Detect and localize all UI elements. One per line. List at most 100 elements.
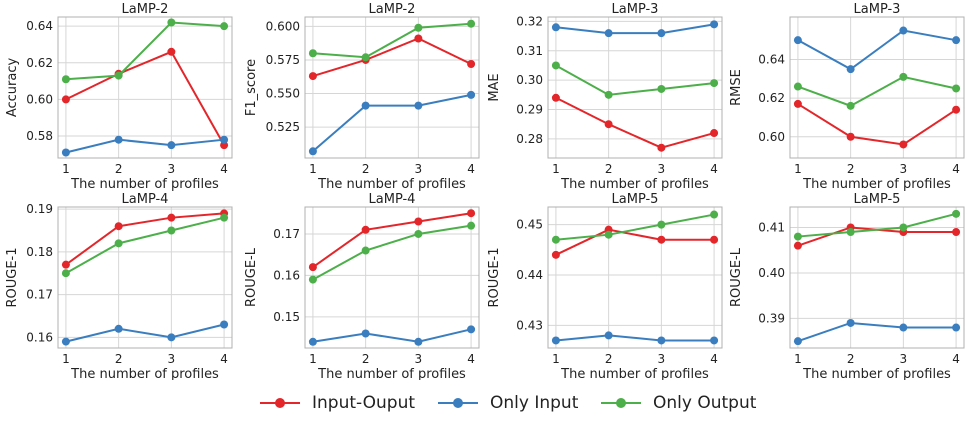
chart-8-title: LaMP-5 xyxy=(854,192,901,207)
chart-7-series-only-input-point xyxy=(604,331,613,340)
chart-7-xtick: 1 xyxy=(552,352,560,366)
chart-5-ytick: 0.19 xyxy=(26,202,53,216)
chart-8-series-input-ouput-point xyxy=(952,228,961,237)
chart-5-ylabel: ROUGE-1 xyxy=(5,247,20,307)
chart-4-series-input-ouput-point xyxy=(952,105,961,114)
chart-3-series-only-output-point xyxy=(551,61,560,70)
chart-3-xtick: 3 xyxy=(658,162,666,176)
chart-7-xtick: 4 xyxy=(710,352,718,366)
chart-7-ytick: 0.43 xyxy=(516,318,543,332)
chart-5-series-only-output-point xyxy=(114,239,123,248)
chart-5-series-only-output-point xyxy=(167,226,176,235)
chart-2-xtick: 4 xyxy=(467,162,475,176)
chart-3-ylabel: MAE xyxy=(487,73,502,101)
chart-4-series-input-ouput-line xyxy=(797,103,957,146)
chart-4-xtick: 2 xyxy=(847,162,855,176)
chart-4-ylabel: RMSE xyxy=(729,69,744,106)
chart-6: LaMP-4 1 2 3 4 0.15 0.16 0.17 The number of prof… xyxy=(244,192,480,380)
chart-5-series-input-ouput-line xyxy=(65,212,225,266)
chart-6-series-input-ouput-point xyxy=(467,209,476,218)
chart-5-series-only-output-line xyxy=(65,216,225,275)
chart-4-xtick: 4 xyxy=(952,162,960,176)
chart-8-series-only-input-line xyxy=(797,321,957,343)
legend-item-only-output: Only Output xyxy=(601,392,756,414)
chart-6-series-only-input-point xyxy=(414,337,423,346)
chart-4-xtick: 1 xyxy=(794,162,802,176)
chart-8-series-only-input-point xyxy=(899,323,908,332)
chart-1-series-input-ouput-point xyxy=(220,141,229,150)
chart-5-xtick: 3 xyxy=(168,352,176,366)
chart-2-series-only-input-point xyxy=(361,101,370,110)
chart-2-series-input-ouput-point xyxy=(308,72,317,81)
chart-3-series-only-input-point xyxy=(657,29,666,38)
chart-7-series-only-input-line xyxy=(555,334,715,342)
chart-7-ytick: 0.45 xyxy=(516,218,543,232)
chart-6-ytick: 0.17 xyxy=(273,227,300,241)
chart-2: LaMP-2 1 2 3 4 0.525 0.550 0.575 0.600 The number… xyxy=(244,2,480,192)
chart-6-xlabel: The number of profiles xyxy=(317,367,466,380)
chart-5-series-only-input-point xyxy=(61,337,70,346)
chart-6-series-input-ouput-point xyxy=(308,263,317,272)
chart-2-ytick: 0.525 xyxy=(266,120,300,134)
chart-1-series-only-output-line xyxy=(65,21,225,81)
chart-6-xtick: 2 xyxy=(362,352,370,366)
chart-8-series-only-output-point xyxy=(899,223,908,232)
chart-5-series-only-output-point xyxy=(220,213,229,222)
chart-6-series-only-output-point xyxy=(467,221,476,230)
chart-7-frame xyxy=(547,206,723,349)
chart-1-xlabel: The number of profiles xyxy=(70,177,219,192)
chart-1-ytick: 0.60 xyxy=(26,92,53,106)
legend-swatch-input-output xyxy=(260,398,300,408)
legend-item-only-input: Only Input xyxy=(438,392,578,414)
chart-5-title: LaMP-4 xyxy=(122,192,169,207)
legend-swatch-only-output xyxy=(601,398,641,408)
chart-1-frame xyxy=(57,16,233,159)
chart-1-series-only-output-point xyxy=(61,75,70,84)
chart-3: LaMP-3 1 2 3 4 0.28 0.29 0.30 0.31 0.32 The number… xyxy=(487,2,723,192)
chart-5-series-input-ouput-point xyxy=(114,222,123,231)
chart-8-ytick: 0.41 xyxy=(758,220,785,234)
chart-4-series-only-input-point xyxy=(846,65,855,74)
chart-1-series-input-ouput-point xyxy=(167,47,176,56)
chart-8-xtick: 3 xyxy=(900,352,908,366)
chart-3-ytick: 0.30 xyxy=(516,73,543,87)
chart-1-xtick: 2 xyxy=(115,162,123,176)
chart-6-series-input-ouput-point xyxy=(361,225,370,234)
chart-1-xtick: 4 xyxy=(220,162,228,176)
chart-2-series-only-output-point xyxy=(414,23,423,32)
chart-3-series-only-input-line xyxy=(555,23,715,35)
chart-6-series-only-input-point xyxy=(308,337,317,346)
chart-7-series-only-output-point xyxy=(604,230,613,239)
chart-4-xtick: 3 xyxy=(900,162,908,176)
chart-6-series-only-input-point xyxy=(361,329,370,338)
chart-8: LaMP-5 1 2 3 4 0.39 0.40 0.41 The number of prof… xyxy=(729,192,965,380)
chart-5-ytick: 0.17 xyxy=(26,288,53,302)
chart-2-series-only-output-point xyxy=(467,19,476,28)
chart-1-series-only-input-line xyxy=(65,138,225,154)
chart-1: LaMP-2 1 2 3 4 0.58 0.60 0.62 0.64 The number of … xyxy=(5,2,233,192)
chart-8-series-only-output-line xyxy=(797,212,957,238)
chart-2-series-only-output-point xyxy=(361,53,370,62)
chart-6-xtick: 3 xyxy=(415,352,423,366)
chart-3-series-only-output-line xyxy=(555,64,715,96)
chart-5-series-only-input-point xyxy=(220,320,229,329)
chart-2-series-only-input-point xyxy=(308,147,317,156)
chart-1-ytick: 0.58 xyxy=(26,129,53,143)
chart-3-series-only-input-point xyxy=(710,20,719,29)
legend-label-input-output: Input-Ouput xyxy=(312,393,416,413)
chart-7-title: LaMP-5 xyxy=(612,192,659,207)
chart-6-series-input-ouput-line xyxy=(312,212,472,268)
chart-6-ytick: 0.15 xyxy=(273,310,300,324)
chart-7-xtick: 2 xyxy=(605,352,613,366)
chart-4-series-input-ouput-point xyxy=(793,99,802,108)
chart-6-ylabel: ROUGE-L xyxy=(244,247,259,307)
chart-7-series-only-input-point xyxy=(551,336,560,345)
chart-3-series-input-ouput-line xyxy=(555,96,715,149)
chart-8-series-only-output-point xyxy=(846,228,855,237)
chart-2-ylabel: F1_score xyxy=(244,59,259,116)
chart-7-xlabel: The number of profiles xyxy=(560,367,709,380)
chart-5-series-only-input-line xyxy=(65,323,225,343)
chart-7-xtick: 3 xyxy=(658,352,666,366)
chart-2-ytick: 0.575 xyxy=(266,53,300,67)
chart-5: LaMP-4 1 2 3 4 0.16 0.17 0.18 0.19 The number of … xyxy=(5,192,233,380)
